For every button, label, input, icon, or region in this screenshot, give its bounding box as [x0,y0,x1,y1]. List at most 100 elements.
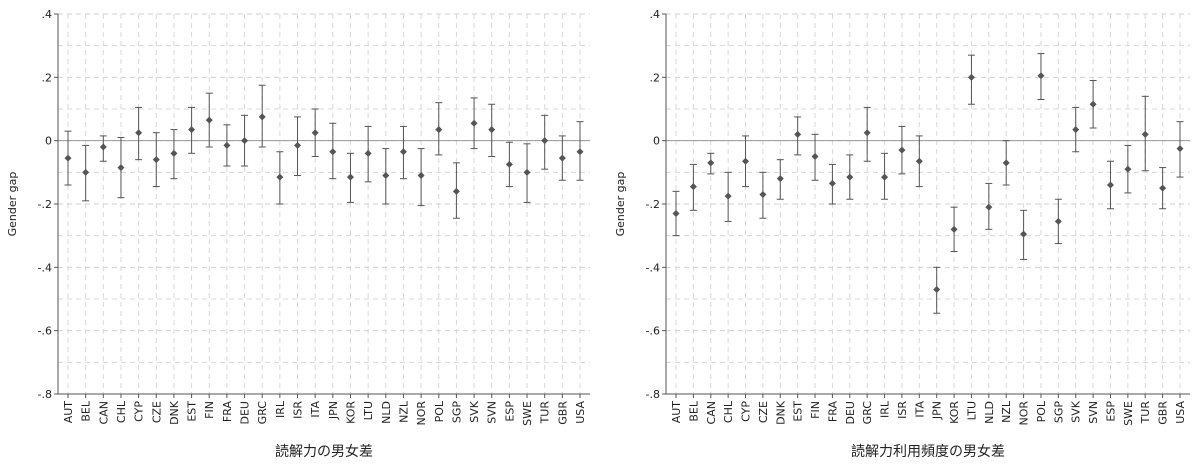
point-ESP [1106,181,1114,189]
x-tick-label: FIN [809,401,822,419]
x-tick-label: GRC [861,401,874,425]
point-SVK [1072,126,1080,134]
point-DNK [170,149,178,157]
point-AUT [672,210,680,217]
y-tick-label: -.8 [38,388,52,401]
y-tick-label: .2 [42,71,53,84]
x-tick-label: SVN [486,401,499,424]
x-tick-label: GBR [1157,401,1170,425]
x-tick-label: SGP [450,401,463,424]
point-NOR [417,172,425,179]
x-tick-label: JPN [931,401,944,420]
x-tick-label: LTU [362,401,375,420]
point-FRA [223,141,231,149]
x-tick-label: CHL [722,400,735,423]
x-tick-label: NZL [397,400,410,423]
point-NLD [382,172,390,179]
x-tick-label: NLD [380,401,393,424]
point-CYP [135,129,143,137]
x-tick-label: ITA [309,401,322,418]
point-GRC [863,129,871,137]
x-tick-label: NOR [1018,401,1031,426]
y-tick-label: -.4 [38,261,52,274]
point-GRC [258,113,266,121]
x-tick-label: CAN [97,401,110,424]
point-SVK [470,119,478,127]
x-tick-label: AUT [62,401,75,424]
point-EST [794,130,802,138]
x-tick-label: CZE [757,401,770,423]
point-ISR [294,141,302,149]
point-CYP [742,157,750,165]
x-tick-label: ESP [503,401,516,422]
chart-canvas-reading: .4 .2 0 -.2 -.4 -.6 -.8 Gender gap AUT BEL CAN CHL C… [6,8,590,460]
x-tick-label: ITA [913,401,926,418]
point-BEL [689,183,697,191]
point-SWE [523,168,531,176]
x-tick-label: SVK [1070,400,1083,423]
x-tick-label: FRA [221,401,234,423]
data-series [64,84,584,219]
y-tick-label: .2 [650,71,661,84]
x-tick-label: CAN [705,401,718,424]
x-tick-label: KOR [344,401,357,424]
point-USA [1176,145,1184,153]
point-IRL [881,173,889,181]
y-tick-label: 0 [653,135,660,148]
chart-canvas-reading-frequency: .4 .2 0 -.2 -.4 -.6 -.8 Gender gap AUT BEL CAN CHL C… [614,8,1190,460]
point-SGP [452,187,460,195]
x-tick-label: CHL [115,400,128,423]
x-tick-label: USA [1174,401,1187,424]
x-tick-label: NOR [415,401,428,426]
x-tick-label: GRC [256,401,269,425]
x-tick-label: NZL [1000,400,1013,423]
point-FIN [811,153,819,160]
x-tick-label: ESP [1104,401,1117,422]
point-ITA [311,129,319,137]
point-FIN [205,116,213,124]
point-IRL [276,173,284,181]
data-series [672,53,1184,314]
x-tick-label: SWE [1122,401,1135,426]
point-JPN [933,286,941,293]
point-BEL [82,168,90,176]
x-tick-label: SVN [1087,401,1100,424]
point-SWE [1124,165,1132,173]
point-SGP [1054,217,1062,225]
x-tick-label: DEU [239,401,252,424]
x-tick-label: CZE [150,401,163,423]
x-tick-label: CYP [740,401,753,422]
x-tick-label: SGP [1052,401,1065,424]
y-tick-label: -.4 [646,261,660,274]
point-LTU [967,73,975,81]
point-DEU [846,173,854,181]
y-tick-label: -.2 [38,198,52,211]
x-tick-label: KOR [948,401,961,424]
point-CHL [724,192,732,200]
point-CZE [152,156,160,164]
point-SVN [1089,100,1097,108]
point-ISR [898,146,906,154]
chart-title: 読解力の男女差 [275,443,373,460]
x-tick-label: ISR [896,401,909,419]
x-tick-label: FIN [203,401,216,419]
y-tick-label: .4 [650,8,661,21]
x-tick-label: IRL [274,400,287,418]
y-tick-label: -.8 [646,388,660,401]
x-tick-label: BEL [687,400,700,421]
y-tick-label: .4 [42,8,53,21]
point-LTU [364,149,372,157]
x-tick-label: AUT [670,401,683,424]
x-tick-label: EST [186,401,199,422]
point-GBR [1159,184,1167,192]
point-FRA [828,179,836,187]
x-tick-label: ISR [292,401,305,419]
point-CAN [707,159,715,167]
point-GBR [558,154,566,162]
point-TUR [541,137,549,145]
x-tick-label: NLD [983,401,996,424]
point-DNK [776,175,784,183]
y-tick-label: 0 [45,135,52,148]
x-tick-label: EST [792,401,805,422]
point-CAN [99,143,107,151]
